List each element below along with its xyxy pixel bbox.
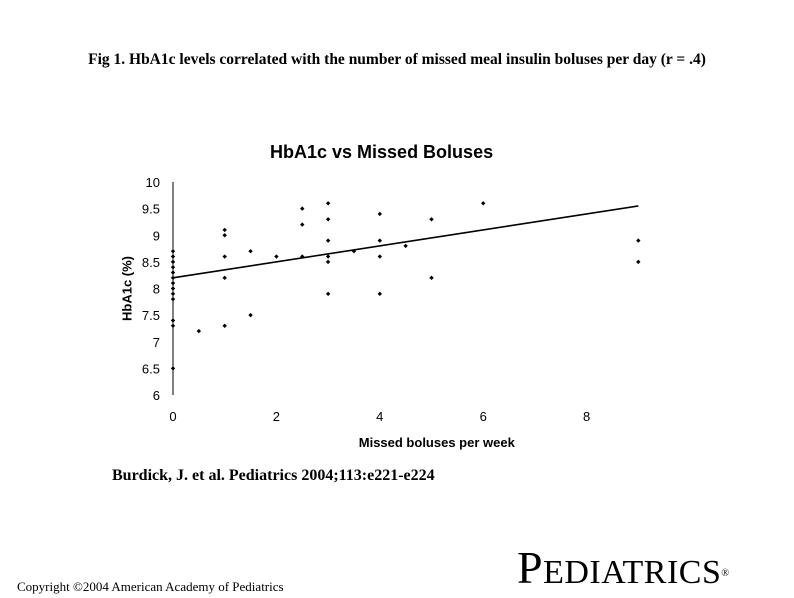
data-point: [325, 201, 331, 206]
x-tick-label: 0: [169, 409, 176, 424]
tick-labels: 6 6.5 7 7.5 8 8.5 9 9.5 10 0 2 4 6 8: [142, 175, 590, 424]
data-point: [170, 265, 176, 270]
x-tick-label: 8: [583, 409, 590, 424]
data-point: [170, 366, 176, 371]
y-tick-label: 8: [153, 282, 160, 297]
data-point: [429, 217, 434, 222]
data-point: [170, 296, 176, 302]
logo-initial: P: [517, 542, 544, 593]
data-point: [403, 243, 408, 249]
data-point: [222, 323, 227, 328]
x-tick-label: 2: [273, 409, 280, 424]
data-point: [325, 291, 331, 297]
y-tick-label: 8.5: [142, 255, 160, 270]
x-axis-label: Missed boluses per week: [359, 435, 516, 450]
data-point: [377, 254, 382, 259]
data-point: [325, 259, 331, 265]
y-tick-label: 9.5: [142, 202, 160, 217]
data-point: [196, 328, 202, 334]
data-point: [325, 238, 331, 243]
y-tick-label: 6: [153, 388, 160, 403]
data-point: [300, 206, 305, 211]
scatter-plot: 6 6.5 7 7.5 8 8.5 9 9.5 10 0 2 4 6 8 Missed boluses p…: [120, 175, 641, 450]
pediatrics-logo: PEDIATRICS®: [517, 543, 730, 598]
data-point: [429, 275, 434, 281]
data-point: [274, 254, 279, 259]
data-point: [636, 259, 641, 265]
data-point: [248, 312, 253, 318]
data-point: [377, 238, 382, 243]
data-point: [170, 270, 176, 275]
x-tick-label: 6: [480, 409, 487, 424]
data-point: [300, 254, 305, 259]
data-points: [170, 201, 641, 371]
data-point: [170, 318, 176, 323]
data-point: [325, 217, 331, 222]
y-tick-label: 9: [153, 228, 160, 243]
y-tick-label: 7: [153, 335, 160, 350]
citation-text: Burdick, J. et al. Pediatrics 2004;113:e…: [112, 467, 435, 484]
logo-rest: EDIATRICS: [543, 554, 722, 591]
x-tick-label: 4: [376, 409, 383, 424]
y-axis-label: HbA1c (%): [120, 256, 135, 321]
y-tick-label: 6.5: [142, 361, 160, 376]
data-point: [170, 259, 176, 265]
data-point: [222, 233, 227, 238]
data-point: [377, 291, 382, 297]
data-point: [170, 291, 176, 297]
figure-caption: Fig 1. HbA1c levels correlated with the …: [88, 51, 706, 68]
data-point: [170, 254, 176, 259]
data-point: [170, 249, 176, 254]
data-point: [222, 254, 227, 259]
data-point: [636, 238, 641, 243]
data-point: [377, 211, 382, 217]
chart-title: HbA1c vs Missed Boluses: [270, 142, 494, 162]
data-point: [170, 286, 176, 291]
copyright-text: Copyright ©2004 American Academy of Pedi…: [17, 579, 284, 594]
data-point: [170, 323, 176, 328]
y-tick-label: 10: [146, 175, 160, 190]
data-point: [481, 201, 486, 206]
data-point: [170, 275, 176, 281]
data-point: [222, 275, 227, 281]
data-point: [170, 280, 176, 286]
trendline-layer: [172, 205, 639, 279]
data-point: [222, 227, 227, 233]
data-point: [300, 222, 305, 227]
data-point: [351, 249, 357, 254]
data-point: [248, 249, 253, 254]
registered-mark: ®: [721, 568, 730, 579]
data-point: [325, 254, 331, 259]
trendline: [172, 205, 639, 279]
y-tick-label: 7.5: [142, 308, 160, 323]
